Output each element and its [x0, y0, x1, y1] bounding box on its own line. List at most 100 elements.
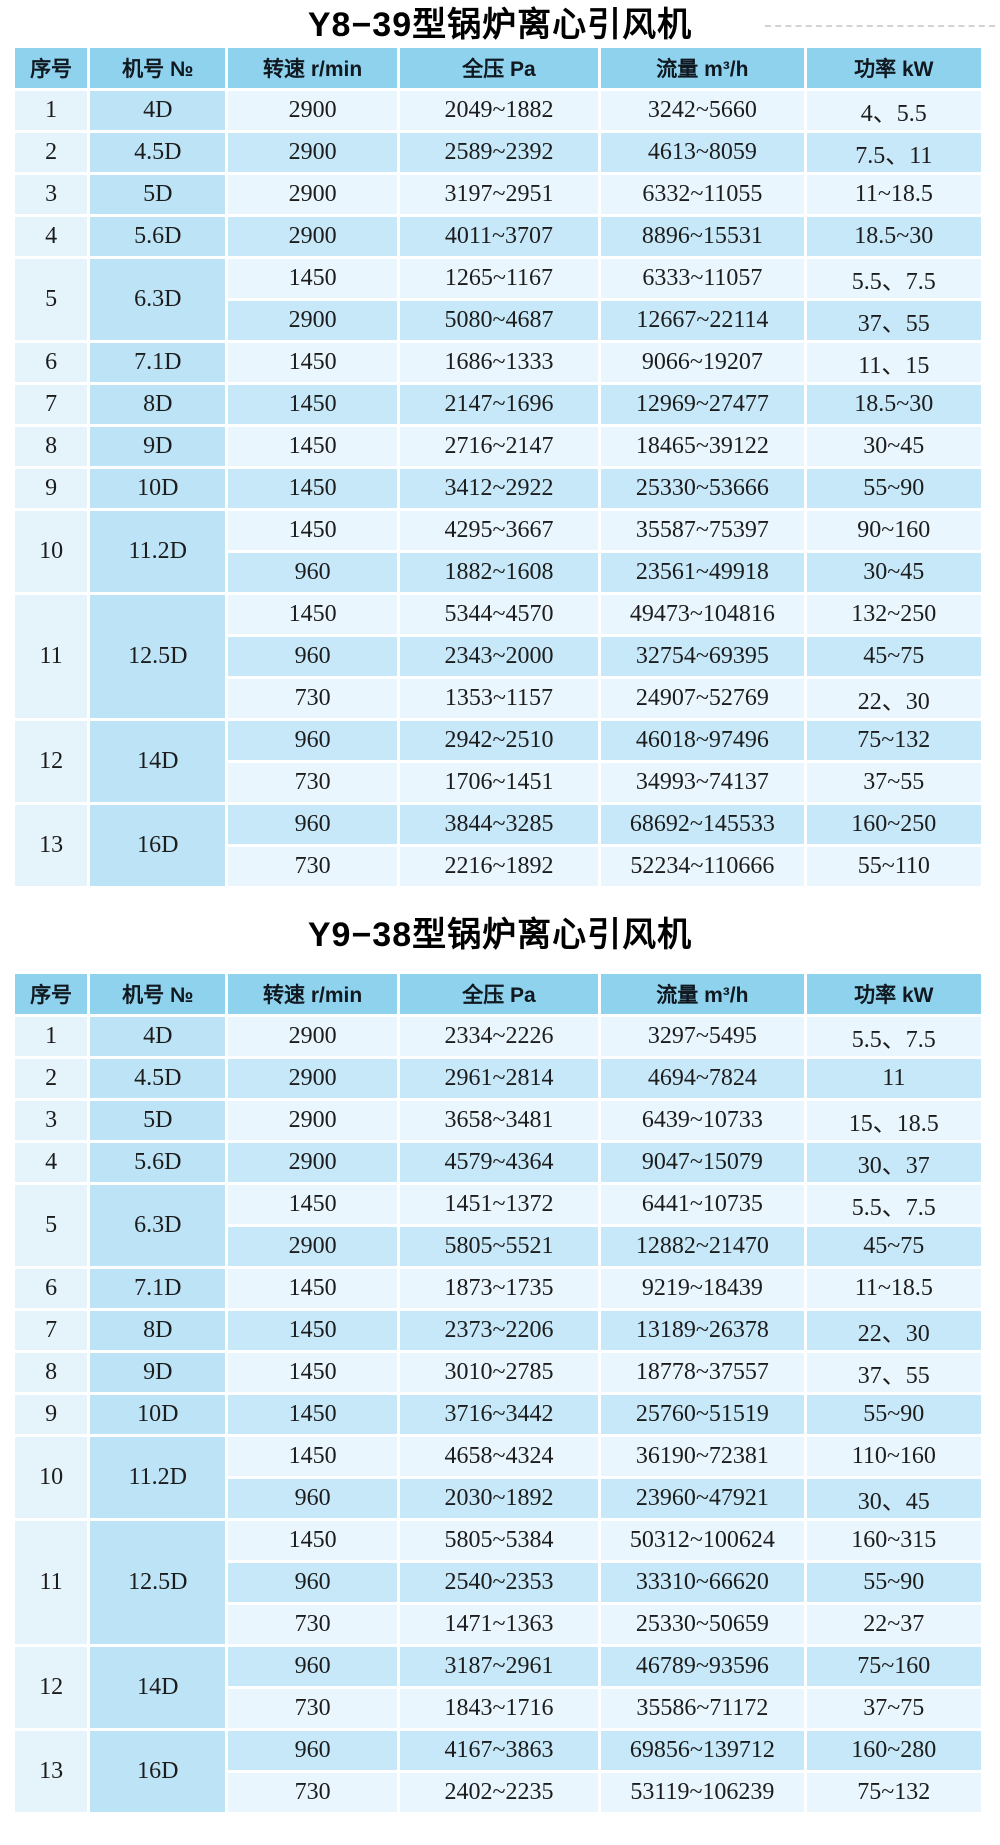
speed-cell: 730: [228, 1773, 397, 1812]
pressure-cell: 3658~3481: [399, 1101, 599, 1140]
power-cell: 7.5、11: [806, 133, 981, 172]
pressure-cell: 4579~4364: [399, 1143, 599, 1182]
table-row: 1 4D 2900 2334~2226 3297~5495 5.5、7.5: [15, 1017, 981, 1056]
table-row: 4 5.6D 2900 4011~3707 8896~15531 18.5~30: [15, 217, 981, 256]
model-cell: 10D: [90, 469, 226, 508]
speed-cell: 1450: [228, 385, 397, 424]
seq-cell: 2: [15, 133, 88, 172]
flow-cell: 25760~51519: [601, 1395, 804, 1434]
table-row: 10 11.2D 1450 4658~4324 36190~72381 110~160: [15, 1437, 981, 1518]
column-header: 序号: [15, 48, 88, 88]
model-cell: 11.2D: [90, 511, 226, 592]
power-cell: 55~90: [806, 1563, 981, 1602]
speed-cell: 960: [228, 1731, 397, 1770]
power-cell: 45~75: [806, 1227, 981, 1266]
power-cell: 45~75: [806, 637, 981, 676]
flow-cell: 9066~19207: [601, 343, 804, 382]
speed-cell: 960: [228, 1479, 397, 1518]
speed-cell: 730: [228, 763, 397, 802]
pressure-cell: 2540~2353: [399, 1563, 599, 1602]
seq-cell: 10: [15, 1437, 88, 1518]
flow-cell: 8896~15531: [601, 217, 804, 256]
flow-cell: 49473~104816: [601, 595, 804, 634]
column-header: 全压 Pa: [399, 974, 599, 1014]
power-cell: 11、15: [806, 343, 981, 382]
table-row: 730 1843~1716 35586~71172 37~75: [15, 1689, 981, 1728]
table-row: 12 14D 960 3187~2961 46789~93596 75~160: [15, 1647, 981, 1728]
table-row: 11 12.5D 1450 5344~4570 49473~104816 132~250: [15, 595, 981, 718]
speed-cell: 730: [228, 1605, 397, 1644]
power-cell: 11~18.5: [806, 1269, 981, 1308]
table-row: 730 1471~1363 25330~50659 22~37: [15, 1605, 981, 1644]
seq-cell: 3: [15, 1101, 88, 1140]
seq-cell: 1: [15, 91, 88, 130]
flow-cell: 9219~18439: [601, 1269, 804, 1308]
speed-cell: 1450: [228, 595, 397, 634]
fan-table-section-1: Y8−39型锅炉离心引风机 序号 机号 № 转速 r/min 全压 Pa 流量 m³/h 功…: [0, 0, 1000, 889]
seq-cell: 12: [15, 1647, 88, 1728]
speed-cell: 960: [228, 553, 397, 592]
power-cell: 110~160: [806, 1437, 981, 1476]
pressure-cell: 2216~1892: [399, 847, 599, 886]
flow-cell: 32754~69395: [601, 637, 804, 676]
power-cell: 75~132: [806, 721, 981, 760]
flow-cell: 6333~11057: [601, 259, 804, 298]
power-cell: 18.5~30: [806, 217, 981, 256]
column-header: 转速 r/min: [228, 48, 397, 88]
power-cell: 37、55: [806, 301, 981, 340]
speed-cell: 1450: [228, 1437, 397, 1476]
seq-cell: 7: [15, 385, 88, 424]
model-cell: 14D: [90, 721, 226, 802]
table-row: 960 1882~1608 23561~49918 30~45: [15, 553, 981, 592]
flow-cell: 18465~39122: [601, 427, 804, 466]
seq-cell: 8: [15, 427, 88, 466]
flow-cell: 4694~7824: [601, 1059, 804, 1098]
table-row: 9 10D 1450 3412~2922 25330~53666 55~90: [15, 469, 981, 508]
pressure-cell: 4658~4324: [399, 1437, 599, 1476]
power-cell: 90~160: [806, 511, 981, 550]
power-cell: 37~75: [806, 1689, 981, 1728]
flow-cell: 9047~15079: [601, 1143, 804, 1182]
table-row: 1 4D 2900 2049~1882 3242~5660 4、5.5: [15, 91, 981, 130]
flow-cell: 13189~26378: [601, 1311, 804, 1350]
power-cell: 37~55: [806, 763, 981, 802]
speed-cell: 2900: [228, 1227, 397, 1266]
power-cell: 160~280: [806, 1731, 981, 1770]
table-title: Y8−39型锅炉离心引风机: [307, 6, 693, 44]
table-row: 960 2540~2353 33310~66620 55~90: [15, 1563, 981, 1602]
model-cell: 16D: [90, 1731, 226, 1812]
pressure-cell: 1882~1608: [399, 553, 599, 592]
power-cell: 22、30: [806, 1311, 981, 1350]
speed-cell: 2900: [228, 1017, 397, 1056]
pressure-cell: 3010~2785: [399, 1353, 599, 1392]
speed-cell: 2900: [228, 217, 397, 256]
speed-cell: 1450: [228, 1269, 397, 1308]
pressure-cell: 3197~2951: [399, 175, 599, 214]
table-row: 2 4.5D 2900 2589~2392 4613~8059 7.5、11: [15, 133, 981, 172]
column-header: 全压 Pa: [399, 48, 599, 88]
speed-cell: 1450: [228, 1521, 397, 1560]
speed-cell: 1450: [228, 1311, 397, 1350]
flow-cell: 35586~71172: [601, 1689, 804, 1728]
pressure-cell: 2049~1882: [399, 91, 599, 130]
table-row: 6 7.1D 1450 1686~1333 9066~19207 11、15: [15, 343, 981, 382]
pressure-cell: 2147~1696: [399, 385, 599, 424]
power-cell: 160~250: [806, 805, 981, 844]
seq-cell: 6: [15, 1269, 88, 1308]
power-cell: 160~315: [806, 1521, 981, 1560]
seq-cell: 8: [15, 1353, 88, 1392]
pressure-cell: 1471~1363: [399, 1605, 599, 1644]
power-cell: 30~45: [806, 427, 981, 466]
seq-cell: 13: [15, 805, 88, 886]
flow-cell: 53119~106239: [601, 1773, 804, 1812]
model-cell: 16D: [90, 805, 226, 886]
table-row: 10 11.2D 1450 4295~3667 35587~75397 90~160: [15, 511, 981, 592]
table-row: 8 9D 1450 2716~2147 18465~39122 30~45: [15, 427, 981, 466]
flow-cell: 25330~53666: [601, 469, 804, 508]
table-row: 9 10D 1450 3716~3442 25760~51519 55~90: [15, 1395, 981, 1434]
speed-cell: 2900: [228, 1143, 397, 1182]
flow-cell: 23960~47921: [601, 1479, 804, 1518]
header-row: 序号 机号 № 转速 r/min 全压 Pa 流量 m³/h 功率 kW: [15, 974, 981, 1014]
power-cell: 5.5、7.5: [806, 1185, 981, 1224]
